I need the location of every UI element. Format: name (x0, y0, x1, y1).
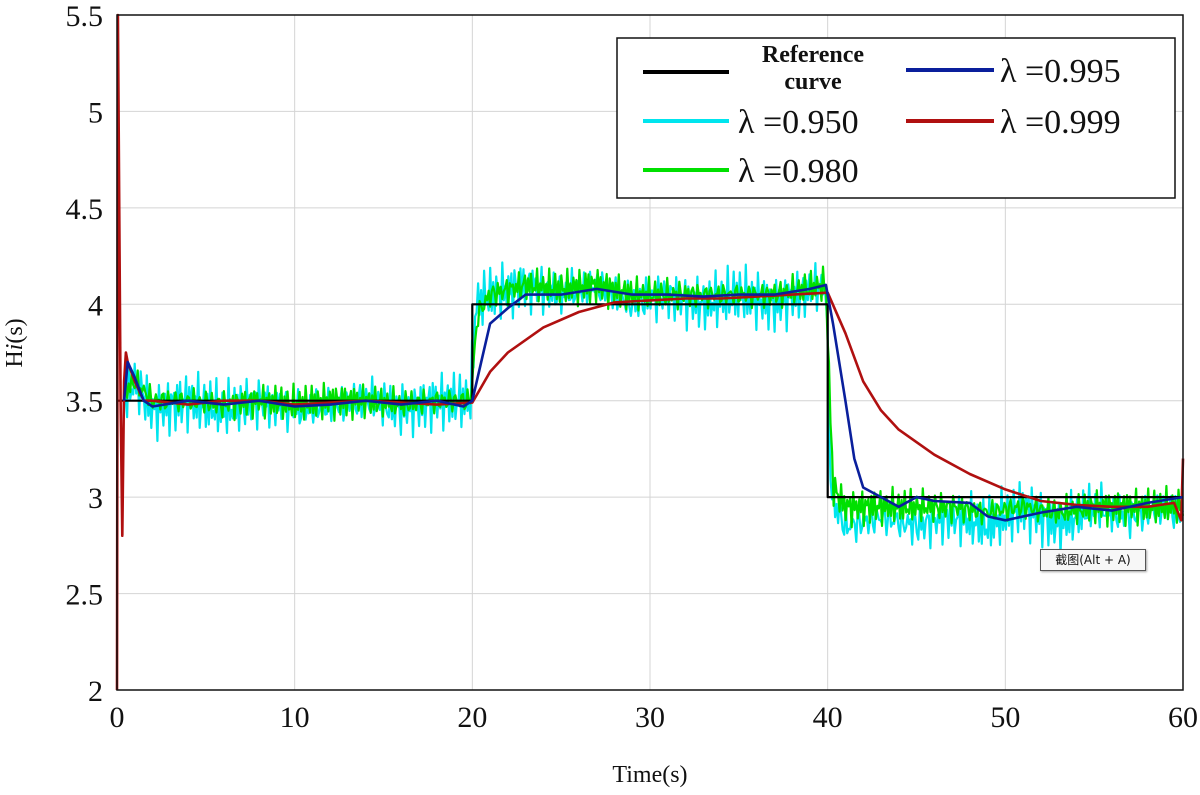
axis-ticks: 0 10 20 30 40 50 60 2 2.5 3 3.5 4 4.5 5 5.5 (66, 0, 1199, 734)
series-line-reference (117, 303, 1183, 499)
series-line-0995 (122, 283, 1184, 522)
legend: Reference curve λ =0.950 λ =0.980 λ =0.9… (616, 37, 1176, 199)
x-tick-label: 40 (813, 701, 843, 734)
series-layer (115, 13, 1185, 691)
y-tick-label: 4 (88, 289, 103, 322)
legend-label-reference: Reference (762, 42, 865, 68)
x-tick-label: 10 (280, 701, 310, 734)
y-tick-label: 5.5 (66, 0, 104, 33)
y-tick-label: 2 (88, 675, 103, 708)
x-tick-label: 30 (635, 701, 665, 734)
x-tick-label: 20 (457, 701, 487, 734)
y-tick-label: 3.5 (66, 386, 104, 419)
legend-label-0995: λ =0.995 (1000, 53, 1121, 90)
x-tick-label: 60 (1168, 701, 1198, 734)
x-tick-label: 0 (110, 701, 125, 734)
y-axis-label: Hi(s) (2, 318, 28, 367)
y-tick-label: 5 (88, 96, 103, 129)
x-tick-label: 50 (990, 701, 1020, 734)
x-axis-label: Time(s) (612, 762, 687, 788)
legend-label-reference-line2: curve (784, 69, 842, 95)
y-tick-label: 2.5 (66, 579, 104, 612)
legend-label-0950: λ =0.950 (738, 104, 859, 141)
legend-label-0999: λ =0.999 (1000, 104, 1121, 141)
y-tick-label: 4.5 (66, 193, 104, 226)
y-tick-label: 3 (88, 482, 103, 515)
series-line-0980 (123, 265, 1185, 529)
screenshot-tooltip: 截图(Alt + A) (1040, 549, 1146, 571)
plot-area-frame (116, 14, 1184, 691)
legend-label-0980: λ =0.980 (738, 153, 859, 190)
